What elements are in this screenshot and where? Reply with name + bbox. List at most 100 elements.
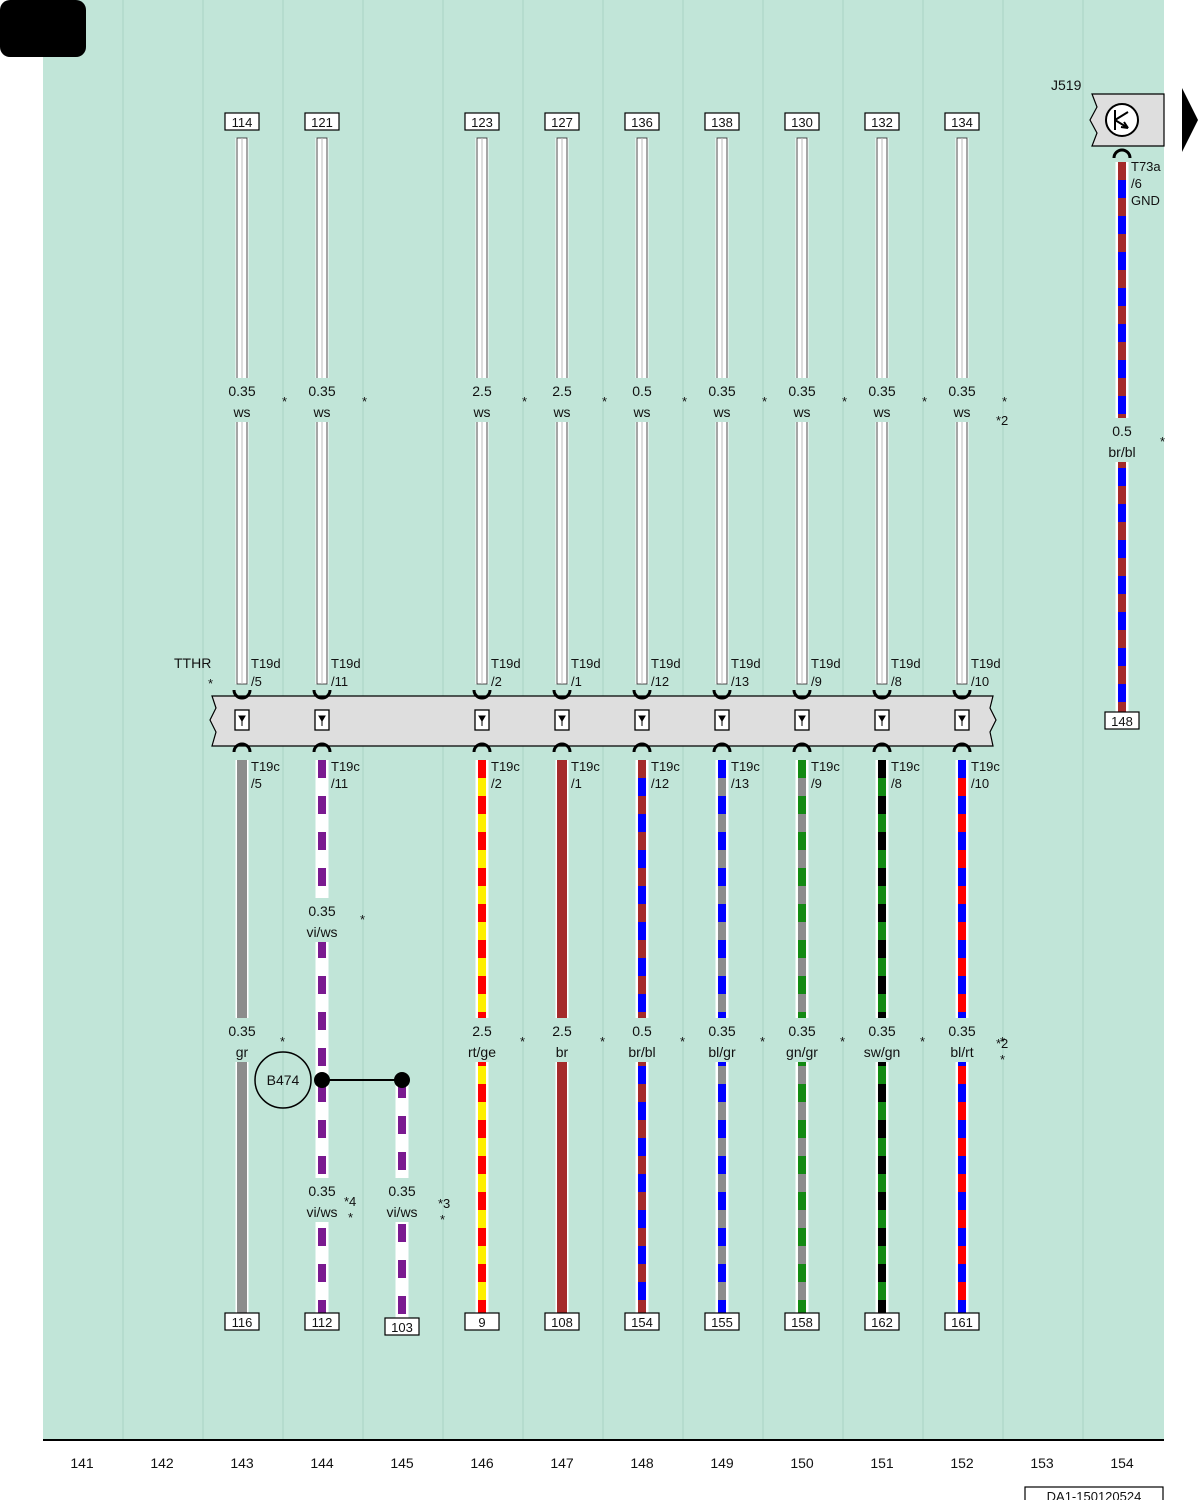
ground-symbol-icon [1105, 103, 1139, 137]
j519-pin-cap [1112, 148, 1132, 159]
lower-wire-144-stripe [318, 1084, 326, 1102]
branch-label-145-bg [378, 1178, 426, 1222]
upper-label-150-size: 0.35 [788, 383, 815, 399]
j519-wire-core-stripe [1118, 396, 1126, 414]
lower-wire-148-stripe [638, 886, 646, 904]
lower-pin-no-143: /5 [251, 776, 262, 791]
lower-ref-150-box [784, 1312, 820, 1331]
pin-contact-icon-144 [318, 715, 326, 726]
upper-pin-no-151: /8 [891, 674, 902, 689]
lower-wire-144-stripe [318, 958, 326, 976]
upper-star-147: * [602, 394, 607, 409]
splice-node-left [314, 1072, 330, 1088]
lower-pin-147: T19c [571, 759, 600, 774]
lower-wire-148-stripe [638, 904, 646, 922]
lower-wire-144-stripe [318, 796, 326, 814]
upper-label-146-size: 2.5 [472, 383, 492, 399]
lower-wire-148-stripe [638, 1210, 646, 1228]
lower-label-148-size: 0.5 [632, 1023, 652, 1039]
lower-ref-152-text: 161 [951, 1315, 973, 1330]
lower-wire-150-stripe [798, 814, 806, 832]
lower-ref-148-box [624, 1312, 660, 1331]
lower-wire-144-stripe [318, 886, 326, 904]
column-number-154: 154 [1110, 1455, 1134, 1471]
upper-pin-no-149: /13 [731, 674, 749, 689]
lower-pin-cap-147 [552, 742, 572, 753]
lower-wire-144-stripe [318, 1030, 326, 1048]
lower-wire-146-stripe [478, 1084, 486, 1102]
lower-wire-148-stripe [638, 1156, 646, 1174]
lower-wire-148-stripe [638, 814, 646, 832]
lower-label-143-size: 0.35 [228, 1023, 255, 1039]
j519-wire-core-stripe [1118, 180, 1126, 198]
pin-contact-icon-149 [718, 715, 726, 726]
branch-wire-145-stripe [398, 1116, 406, 1134]
lower-wire-144-stripe [318, 1282, 326, 1300]
j519-wire-core-stripe [1118, 630, 1126, 648]
upper-ref-147-text: 127 [551, 115, 573, 130]
lower-wire-150-stripe [798, 904, 806, 922]
document-id: DA1-150120524 [1047, 1489, 1142, 1500]
lower-wire-151-stripe [878, 814, 886, 832]
lower-wire-149-stripe [718, 1282, 726, 1300]
lower-wire-150-stripe [798, 850, 806, 868]
upper-label-147-color: ws [552, 404, 570, 420]
lower-wire-144-stripe [318, 1102, 326, 1120]
lower-wire-152-stripe [958, 832, 966, 850]
lower-wire-149-stripe [718, 1174, 726, 1192]
j519-wire-core-stripe [1118, 324, 1126, 342]
lower-wire-151-stripe [878, 1192, 886, 1210]
lower-ref-147: 108 [544, 1312, 580, 1331]
lower-pin-cap-149 [712, 742, 732, 753]
lower-wire-144-stripe [318, 940, 326, 958]
lower-wire-149-stripe [718, 1300, 726, 1314]
lower-wire-146-stripe [478, 850, 486, 868]
lower-wire-146-stripe [478, 1210, 486, 1228]
column-number-152: 152 [950, 1455, 974, 1471]
lower-wire-152-stripe [958, 1210, 966, 1228]
upper-label-149-color: ws [712, 404, 730, 420]
lower-pin-cap-143 [232, 742, 252, 753]
lower-star-149: * [760, 1034, 765, 1049]
lower-pin-no-146: /2 [491, 776, 502, 791]
lower-wire-149-stripe [718, 1192, 726, 1210]
component-j519-name: J519 [1051, 77, 1082, 93]
lower-wire-152-stripe [958, 904, 966, 922]
upper-ref-143-text: 114 [232, 115, 253, 130]
upper-ref-152-text: 134 [951, 115, 973, 130]
lower-pin-149: T19c [731, 759, 760, 774]
branch-label-145-color: vi/ws [386, 1204, 417, 1220]
j519-wire-core-stripe [1118, 270, 1126, 288]
column-number-145: 145 [390, 1455, 414, 1471]
lower-star-147: * [600, 1034, 605, 1049]
lower-label-152-color: bl/rt [950, 1044, 973, 1060]
lower-wire-151-stripe [878, 976, 886, 994]
lower-wire-150-stripe [798, 976, 806, 994]
j519-wire-core-stripe [1118, 504, 1126, 522]
lower-wire-146-stripe [478, 1192, 486, 1210]
lower-wire-151-stripe [878, 922, 886, 940]
lower-ref-152: 161 [944, 1312, 980, 1331]
lower-wire-148-stripe [638, 1120, 646, 1138]
lower-wire-150-stripe [798, 1228, 806, 1246]
lower-wire-148-stripe [638, 1192, 646, 1210]
lower-wire-146-stripe [478, 1156, 486, 1174]
upper-pin-152: T19d [971, 656, 1001, 671]
upper-pin-no-143: /5 [251, 674, 262, 689]
upper-label-150-color: ws [792, 404, 810, 420]
upper-ref-149-box [704, 112, 740, 131]
branch-wire-145-stripe [398, 1314, 406, 1320]
lower-wire-152-stripe [958, 868, 966, 886]
upper-label-152-bg [938, 378, 986, 422]
upper-label-150-bg [778, 378, 826, 422]
lower-wire-151-stripe [878, 940, 886, 958]
upper-ref-143-box [224, 112, 260, 131]
lower-wire-148-stripe [638, 1066, 646, 1084]
lower-wire-148-stripe [638, 778, 646, 796]
lower-wire-152-stripe [958, 1282, 966, 1300]
lower-wire-152-stripe [958, 778, 966, 796]
upper-pin-no-147: /1 [571, 674, 582, 689]
lower-wire-150-stripe [798, 1300, 806, 1314]
lower-wire-146-stripe [478, 958, 486, 976]
